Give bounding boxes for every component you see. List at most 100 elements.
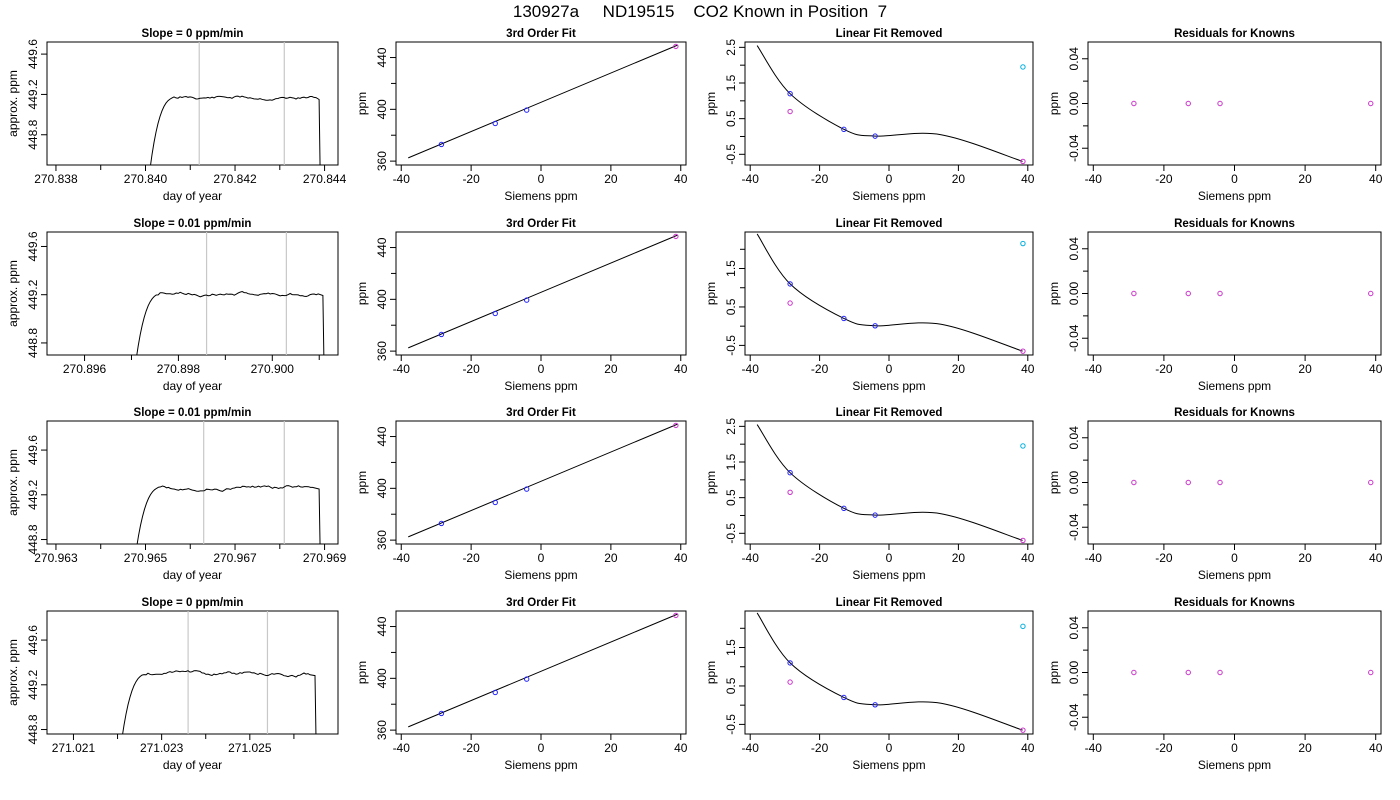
data-point bbox=[673, 612, 679, 619]
x-tick-label: -20 bbox=[811, 362, 829, 376]
page-title: 130927a ND19515 CO2 Known in Position 7 bbox=[512, 2, 888, 21]
fit-curve bbox=[756, 612, 1023, 731]
x-tick-label: 40 bbox=[674, 172, 688, 186]
plot-area bbox=[408, 233, 679, 349]
y-tick-label: 400 bbox=[375, 99, 389, 119]
x-axis-label: Siemens ppm bbox=[1198, 379, 1271, 393]
plot-frame bbox=[395, 420, 687, 545]
y-tick-label: 0.04 bbox=[1067, 47, 1081, 71]
x-axis-label: Siemens ppm bbox=[852, 379, 925, 393]
x-tick-label: 40 bbox=[1021, 551, 1035, 565]
y-tick-label: 440 bbox=[375, 426, 389, 446]
panel-r0-c0: Slope = 0 ppm/min 270.838 270.840 270.842 27… bbox=[6, 28, 347, 203]
y-tick-label: 0.5 bbox=[724, 677, 738, 694]
y-axis-label: ppm bbox=[355, 92, 369, 115]
x-axis-label: Siemens ppm bbox=[1198, 568, 1271, 582]
x-axis-label: Siemens ppm bbox=[504, 758, 577, 772]
plot-area bbox=[1131, 100, 1374, 107]
plot-frame bbox=[46, 41, 339, 166]
y-tick-label: 449.6 bbox=[26, 39, 40, 69]
x-tick-label: -40 bbox=[393, 741, 411, 755]
y-tick-label: 0.00 bbox=[1067, 470, 1081, 494]
panel-title: 3rd Order Fit bbox=[506, 218, 576, 230]
x-tick-label: -20 bbox=[1155, 362, 1173, 376]
plot-area bbox=[756, 612, 1026, 733]
y-tick-label: 0.00 bbox=[1067, 660, 1081, 684]
y-tick-label: 448.8 bbox=[26, 328, 40, 358]
x-tick-label: 270.842 bbox=[213, 172, 257, 186]
y-tick-label: -0.04 bbox=[1067, 324, 1081, 352]
x-tick-label: 0 bbox=[538, 741, 545, 755]
y-tick-label: 400 bbox=[375, 668, 389, 688]
y-tick-label: 1.5 bbox=[724, 639, 738, 656]
y-axis-label: ppm bbox=[1047, 661, 1061, 684]
panel-r3-c1: 3rd Order Fit -40 -20 0 20 40 360 400 440 Siemens… bbox=[355, 597, 688, 772]
panel-title: Slope = 0 ppm/min bbox=[142, 597, 244, 609]
data-point bbox=[438, 520, 445, 527]
data-point bbox=[787, 281, 793, 287]
y-axis-label: ppm bbox=[704, 661, 718, 684]
panel-r2-c0: Slope = 0.01 ppm/min 270.963 270.965 270.96… bbox=[6, 407, 347, 582]
x-tick-label: 40 bbox=[674, 362, 688, 376]
x-tick-label: 270.967 bbox=[213, 551, 257, 565]
x-tick-label: -40 bbox=[742, 551, 760, 565]
x-tick-label: -20 bbox=[462, 741, 480, 755]
data-point bbox=[673, 233, 679, 240]
x-tick-label: -40 bbox=[1085, 172, 1103, 186]
x-tick-label: 40 bbox=[1369, 741, 1383, 755]
fit-line bbox=[408, 613, 678, 728]
y-tick-label: -0.5 bbox=[724, 144, 738, 165]
panel-title: 3rd Order Fit bbox=[506, 597, 576, 609]
x-axis-label: Siemens ppm bbox=[852, 189, 925, 203]
data-point bbox=[1020, 727, 1026, 733]
plot-frame bbox=[46, 420, 339, 545]
x-tick-label: -20 bbox=[462, 362, 480, 376]
y-tick-label: 360 bbox=[375, 341, 389, 361]
plot-area bbox=[756, 233, 1026, 354]
data-point bbox=[438, 331, 445, 338]
x-tick-label: 20 bbox=[604, 172, 618, 186]
x-tick-label: 20 bbox=[1298, 172, 1312, 186]
x-axis-label: day of year bbox=[163, 379, 222, 393]
data-point bbox=[841, 126, 847, 133]
plot-frame bbox=[744, 231, 1034, 356]
plot-area bbox=[1131, 669, 1374, 676]
panel-title: Linear Fit Removed bbox=[836, 597, 943, 609]
plot-area bbox=[756, 424, 1026, 544]
y-axis-label: ppm bbox=[1047, 92, 1061, 115]
x-tick-label: 40 bbox=[1021, 172, 1035, 186]
x-tick-label: 0 bbox=[1231, 172, 1238, 186]
x-tick-label: 20 bbox=[604, 741, 618, 755]
plot-frame bbox=[46, 231, 339, 356]
x-tick-label: -40 bbox=[1085, 551, 1103, 565]
data-point bbox=[841, 505, 847, 512]
panel-r3-c0: Slope = 0 ppm/min 271.021 271.023 271.025 44… bbox=[6, 597, 339, 772]
data-point bbox=[1185, 669, 1191, 676]
x-tick-label: -40 bbox=[742, 741, 760, 755]
x-tick-label: 20 bbox=[952, 362, 966, 376]
fit-curve bbox=[756, 424, 1023, 541]
y-tick-label: 448.8 bbox=[26, 524, 40, 554]
x-tick-label: 270.963 bbox=[34, 551, 78, 565]
y-tick-label: 0.00 bbox=[1067, 281, 1081, 305]
x-tick-label: 0 bbox=[886, 172, 893, 186]
x-axis-label: Siemens ppm bbox=[852, 568, 925, 582]
panel-r1-c2: Linear Fit Removed -40 -20 0 20 40 -0.5 0.5 1.5 S… bbox=[704, 218, 1035, 393]
data-point bbox=[1185, 479, 1191, 486]
y-tick-label: -0.04 bbox=[1067, 134, 1081, 162]
panel-title: 3rd Order Fit bbox=[506, 407, 576, 419]
y-tick-label: 449.6 bbox=[26, 231, 40, 261]
x-tick-label: 40 bbox=[674, 741, 688, 755]
y-tick-label: -0.04 bbox=[1067, 513, 1081, 541]
x-tick-label: -20 bbox=[462, 551, 480, 565]
data-point bbox=[1185, 290, 1191, 297]
x-axis-label: day of year bbox=[163, 758, 222, 772]
panel-r3-c2: Linear Fit Removed -40 -20 0 20 40 -0.5 0.5 1.5 S… bbox=[704, 597, 1035, 772]
panel-title: Slope = 0.01 ppm/min bbox=[134, 407, 252, 419]
plot-area bbox=[150, 42, 321, 165]
x-tick-label: -40 bbox=[393, 551, 411, 565]
data-point bbox=[492, 689, 498, 696]
plot-frame bbox=[744, 610, 1034, 735]
panel-title: 3rd Order Fit bbox=[506, 28, 576, 40]
